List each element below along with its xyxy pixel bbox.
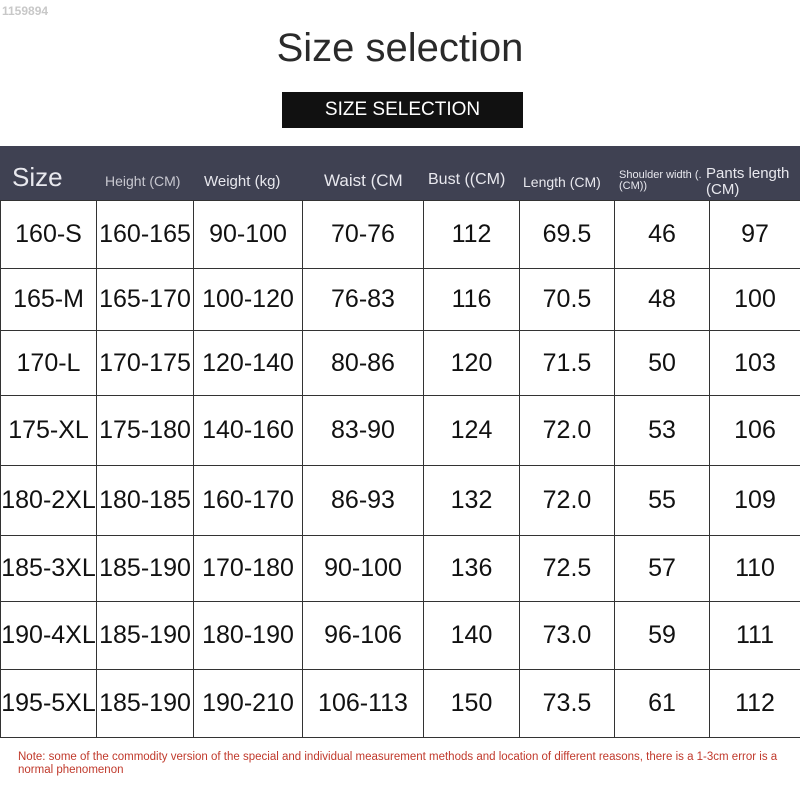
table-cell: 185-190	[96, 535, 194, 602]
table-cell: 71.5	[519, 330, 615, 396]
subtitle-banner: SIZE SELECTION	[282, 92, 523, 128]
table-cell: 160-S	[0, 200, 97, 269]
table-cell: 165-170	[96, 268, 194, 331]
table-row: 180-2XL 180-185 160-170 86-93 132 72.0 55 109	[0, 465, 800, 536]
table-cell: 136	[423, 535, 520, 602]
table-cell: 103	[709, 330, 800, 396]
table-cell: 100	[709, 268, 800, 331]
table-cell: 57	[614, 535, 710, 602]
table-cell: 120	[423, 330, 520, 396]
header-shoulder: Shoulder width (.(CM))	[619, 169, 702, 192]
header-bust: Bust ((CM)	[428, 171, 506, 188]
table-cell: 180-190	[193, 601, 303, 670]
header-weight: Weight (kg)	[204, 173, 281, 190]
table-cell: 73.0	[519, 601, 615, 670]
table-cell: 185-190	[96, 669, 194, 738]
header-height: Height (CM)	[105, 173, 181, 189]
table-cell: 165-M	[0, 268, 97, 331]
page-title: Size selection	[276, 26, 524, 70]
table-cell: 70.5	[519, 268, 615, 331]
size-table: 160-S 160-165 90-100 70-76 112 69.5 46 97 165-M 1…	[0, 200, 800, 738]
table-cell: 90-100	[302, 535, 424, 602]
watermark: 1159894	[2, 4, 49, 18]
table-cell: 170-180	[193, 535, 303, 602]
table-cell: 170-175	[96, 330, 194, 396]
table-cell: 150	[423, 669, 520, 738]
table-cell: 72.5	[519, 535, 615, 602]
table-cell: 160-165	[96, 200, 194, 269]
table-cell: 106	[709, 395, 800, 466]
table-cell: 132	[423, 465, 520, 536]
measurement-note: Note: some of the commodity version of t…	[18, 751, 778, 776]
table-row: 170-L 170-175 120-140 80-86 120 71.5 50 103	[0, 330, 800, 396]
table-cell: 175-180	[96, 395, 194, 466]
table-cell: 185-190	[96, 601, 194, 670]
table-row: 195-5XL 185-190 190-210 106-113 150 73.5 61 112	[0, 669, 800, 738]
table-cell: 190-210	[193, 669, 303, 738]
table-cell: 160-170	[193, 465, 303, 536]
table-cell: 110	[709, 535, 800, 602]
table-cell: 83-90	[302, 395, 424, 466]
table-row: 190-4XL 185-190 180-190 96-106 140 73.0 59 111	[0, 601, 800, 670]
table-cell: 73.5	[519, 669, 615, 738]
table-row: 165-M 165-170 100-120 76-83 116 70.5 48 100	[0, 268, 800, 331]
table-cell: 175-XL	[0, 395, 97, 466]
table-cell: 72.0	[519, 465, 615, 536]
table-cell: 72.0	[519, 395, 615, 466]
table-cell: 90-100	[193, 200, 303, 269]
table-cell: 70-76	[302, 200, 424, 269]
table-cell: 53	[614, 395, 710, 466]
table-cell: 180-185	[96, 465, 194, 536]
table-cell: 106-113	[302, 669, 424, 738]
table-cell: 116	[423, 268, 520, 331]
table-cell: 59	[614, 601, 710, 670]
table-cell: 61	[614, 669, 710, 738]
table-cell: 112	[709, 669, 800, 738]
table-cell: 140	[423, 601, 520, 670]
table-row: 175-XL 175-180 140-160 83-90 124 72.0 53 106	[0, 395, 800, 466]
table-row: 160-S 160-165 90-100 70-76 112 69.5 46 97	[0, 200, 800, 269]
header-waist: Waist (CM	[324, 171, 403, 190]
table-cell: 69.5	[519, 200, 615, 269]
table-cell: 195-5XL	[0, 669, 97, 738]
table-cell: 76-83	[302, 268, 424, 331]
table-cell: 140-160	[193, 395, 303, 466]
table-cell: 120-140	[193, 330, 303, 396]
table-cell: 180-2XL	[0, 465, 97, 536]
table-cell: 86-93	[302, 465, 424, 536]
table-row: 185-3XL 185-190 170-180 90-100 136 72.5 57 110	[0, 535, 800, 602]
table-cell: 80-86	[302, 330, 424, 396]
header-pants-length: Pants length (CM)	[706, 165, 790, 198]
table-cell: 170-L	[0, 330, 97, 396]
table-cell: 55	[614, 465, 710, 536]
header-length: Length (CM)	[523, 174, 601, 190]
table-cell: 111	[709, 601, 800, 670]
table-cell: 124	[423, 395, 520, 466]
table-cell: 97	[709, 200, 800, 269]
table-cell: 50	[614, 330, 710, 396]
header-size: Size	[12, 162, 63, 192]
table-cell: 185-3XL	[0, 535, 97, 602]
table-cell: 109	[709, 465, 800, 536]
table-header: Size Height (CM) Weight (kg) Waist (CM B…	[0, 146, 800, 200]
table-cell: 48	[614, 268, 710, 331]
table-cell: 96-106	[302, 601, 424, 670]
table-cell: 100-120	[193, 268, 303, 331]
table-cell: 112	[423, 200, 520, 269]
table-cell: 190-4XL	[0, 601, 97, 670]
table-cell: 46	[614, 200, 710, 269]
